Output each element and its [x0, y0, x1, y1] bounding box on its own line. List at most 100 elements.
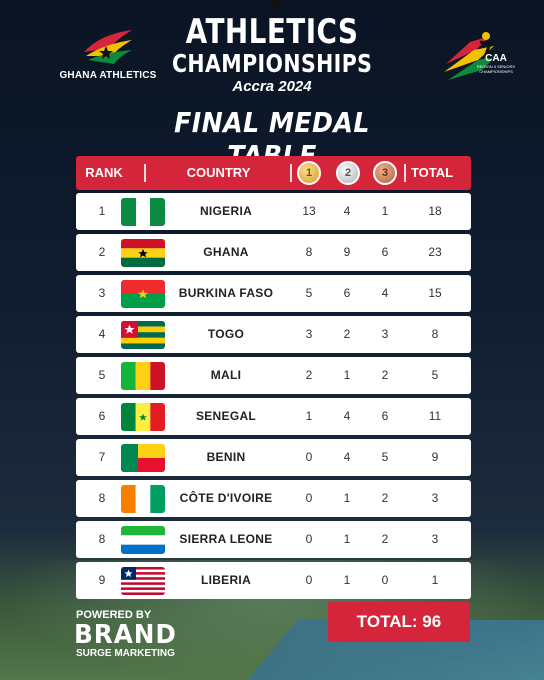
medal-table-header: RANK COUNTRY 1 2 3 TOTAL	[76, 156, 471, 190]
table-row: 8 SIERRA LEONE 0 1 2 3	[76, 521, 471, 558]
header-divider	[404, 164, 406, 182]
rank-cell: 1	[98, 204, 106, 218]
header-divider	[144, 164, 146, 182]
total-count-cell: 9	[431, 450, 439, 464]
silver-count-cell: 1	[343, 368, 351, 382]
rank-cell: 6	[98, 409, 106, 423]
gold-count-cell: 13	[302, 204, 316, 218]
table-row: 9 LIBERIA 0 1 0 1	[76, 562, 471, 599]
cote-divoire-flag-icon	[121, 485, 165, 513]
star-icon	[267, 0, 285, 11]
country-cell: SENEGAL	[195, 409, 257, 423]
event-title-line2: CHAMPIONSHIPS	[171, 49, 373, 78]
total-count-cell: 3	[431, 532, 439, 546]
total-count-cell: 8	[431, 327, 439, 341]
mali-flag-icon	[121, 362, 165, 390]
powered-by-label: POWERED BY	[76, 609, 152, 621]
silver-count-cell: 4	[343, 204, 351, 218]
rank-cell: 3	[98, 286, 106, 300]
rank-cell: 8	[98, 532, 106, 546]
table-row: 7 BENIN 0 4 5 9	[76, 439, 471, 476]
togo-flag-icon	[121, 321, 165, 349]
brand-logo-text: BRAND	[74, 620, 177, 650]
bronze-count-cell: 4	[381, 286, 389, 300]
bronze-count-cell: 2	[381, 491, 389, 505]
rank-cell: 2	[98, 245, 106, 259]
gold-count-cell: 0	[305, 450, 313, 464]
rank-cell: 8	[98, 491, 106, 505]
bronze-count-cell: 6	[381, 409, 389, 423]
table-row: 4 TOGO 3 2 3 8	[76, 316, 471, 353]
ghana-athletics-logo: GHANA ATHLETICS	[58, 24, 158, 84]
silver-count-cell: 6	[343, 286, 351, 300]
bronze-count-cell: 5	[381, 450, 389, 464]
total-count-cell: 18	[428, 204, 442, 218]
total-count-cell: 1	[431, 573, 439, 587]
gold-count-cell: 0	[305, 573, 313, 587]
ghana-athletics-logo-icon	[84, 30, 132, 64]
country-cell: BENIN	[206, 450, 246, 464]
table-row: 1 NIGERIA 13 4 1 18	[76, 193, 471, 230]
bronze-count-cell: 2	[381, 532, 389, 546]
bronze-count-cell: 1	[381, 204, 389, 218]
liberia-flag-icon	[121, 567, 165, 595]
total-count-cell: 23	[428, 245, 442, 259]
bronze-medal-icon: 3	[373, 161, 397, 185]
caa-logo-title: CAA	[485, 53, 507, 64]
gold-count-cell: 8	[305, 245, 313, 259]
event-title-line1: ATHLETICS	[185, 12, 359, 52]
bronze-count-cell: 3	[381, 327, 389, 341]
rank-cell: 7	[98, 450, 106, 464]
rank-cell: 4	[98, 327, 106, 341]
country-cell: TOGO	[207, 327, 245, 341]
rank-cell: 5	[98, 368, 106, 382]
column-header-country: COUNTRY	[186, 165, 251, 180]
ghana-athletics-logo-text: GHANA ATHLETICS	[59, 70, 157, 81]
silver-count-cell: 1	[343, 491, 351, 505]
table-row: 2 GHANA 8 9 6 23	[76, 234, 471, 271]
country-cell: SIERRA LEONE	[179, 532, 273, 546]
rank-cell: 9	[98, 573, 106, 587]
table-row: 8 CÔTE D'IVOIRE 0 1 2 3	[76, 480, 471, 517]
total-count-cell: 5	[431, 368, 439, 382]
table-row: 5 MALI 2 1 2 5	[76, 357, 471, 394]
total-count-cell: 15	[428, 286, 442, 300]
bronze-count-cell: 0	[381, 573, 389, 587]
senegal-flag-icon	[121, 403, 165, 431]
caa-championships-logo	[444, 32, 496, 80]
gold-count-cell: 0	[305, 532, 313, 546]
silver-count-cell: 4	[343, 450, 351, 464]
table-row: 3 BURKINA FASO 5 6 4 15	[76, 275, 471, 312]
caa-logo-subtitle: REGION II SENIORS CHAMPIONSHIPS	[476, 64, 516, 74]
silver-medal-icon: 2	[336, 161, 360, 185]
gold-count-cell: 1	[305, 409, 313, 423]
country-cell: MALI	[210, 368, 242, 382]
gold-medal-icon: 1	[297, 161, 321, 185]
event-location: Accra 2024	[232, 78, 312, 95]
gold-count-cell: 2	[305, 368, 313, 382]
silver-count-cell: 1	[343, 573, 351, 587]
benin-flag-icon	[121, 444, 165, 472]
country-cell: NIGERIA	[199, 204, 253, 218]
bronze-count-cell: 2	[381, 368, 389, 382]
silver-count-cell: 1	[343, 532, 351, 546]
caa-logo-text: CAA REGION II SENIORS CHAMPIONSHIPS	[474, 53, 518, 75]
column-header-rank: RANK	[85, 165, 123, 180]
sierra-leone-flag-icon	[121, 526, 165, 554]
gold-count-cell: 0	[305, 491, 313, 505]
column-header-total: TOTAL	[410, 165, 454, 180]
header-divider	[290, 164, 292, 182]
nigeria-flag-icon	[121, 198, 165, 226]
burkina-faso-flag-icon	[121, 280, 165, 308]
silver-count-cell: 4	[343, 409, 351, 423]
country-cell: GHANA	[203, 245, 249, 259]
country-cell: LIBERIA	[200, 573, 252, 587]
bronze-count-cell: 6	[381, 245, 389, 259]
table-row: 6 SENEGAL 1 4 6 11	[76, 398, 471, 435]
gold-count-cell: 5	[305, 286, 313, 300]
brand-subtitle: SURGE MARKETING	[76, 648, 175, 659]
total-count-cell: 3	[431, 491, 439, 505]
total-count-cell: 11	[428, 409, 442, 423]
grand-total-badge: TOTAL: 96	[328, 602, 470, 642]
gold-count-cell: 3	[305, 327, 313, 341]
